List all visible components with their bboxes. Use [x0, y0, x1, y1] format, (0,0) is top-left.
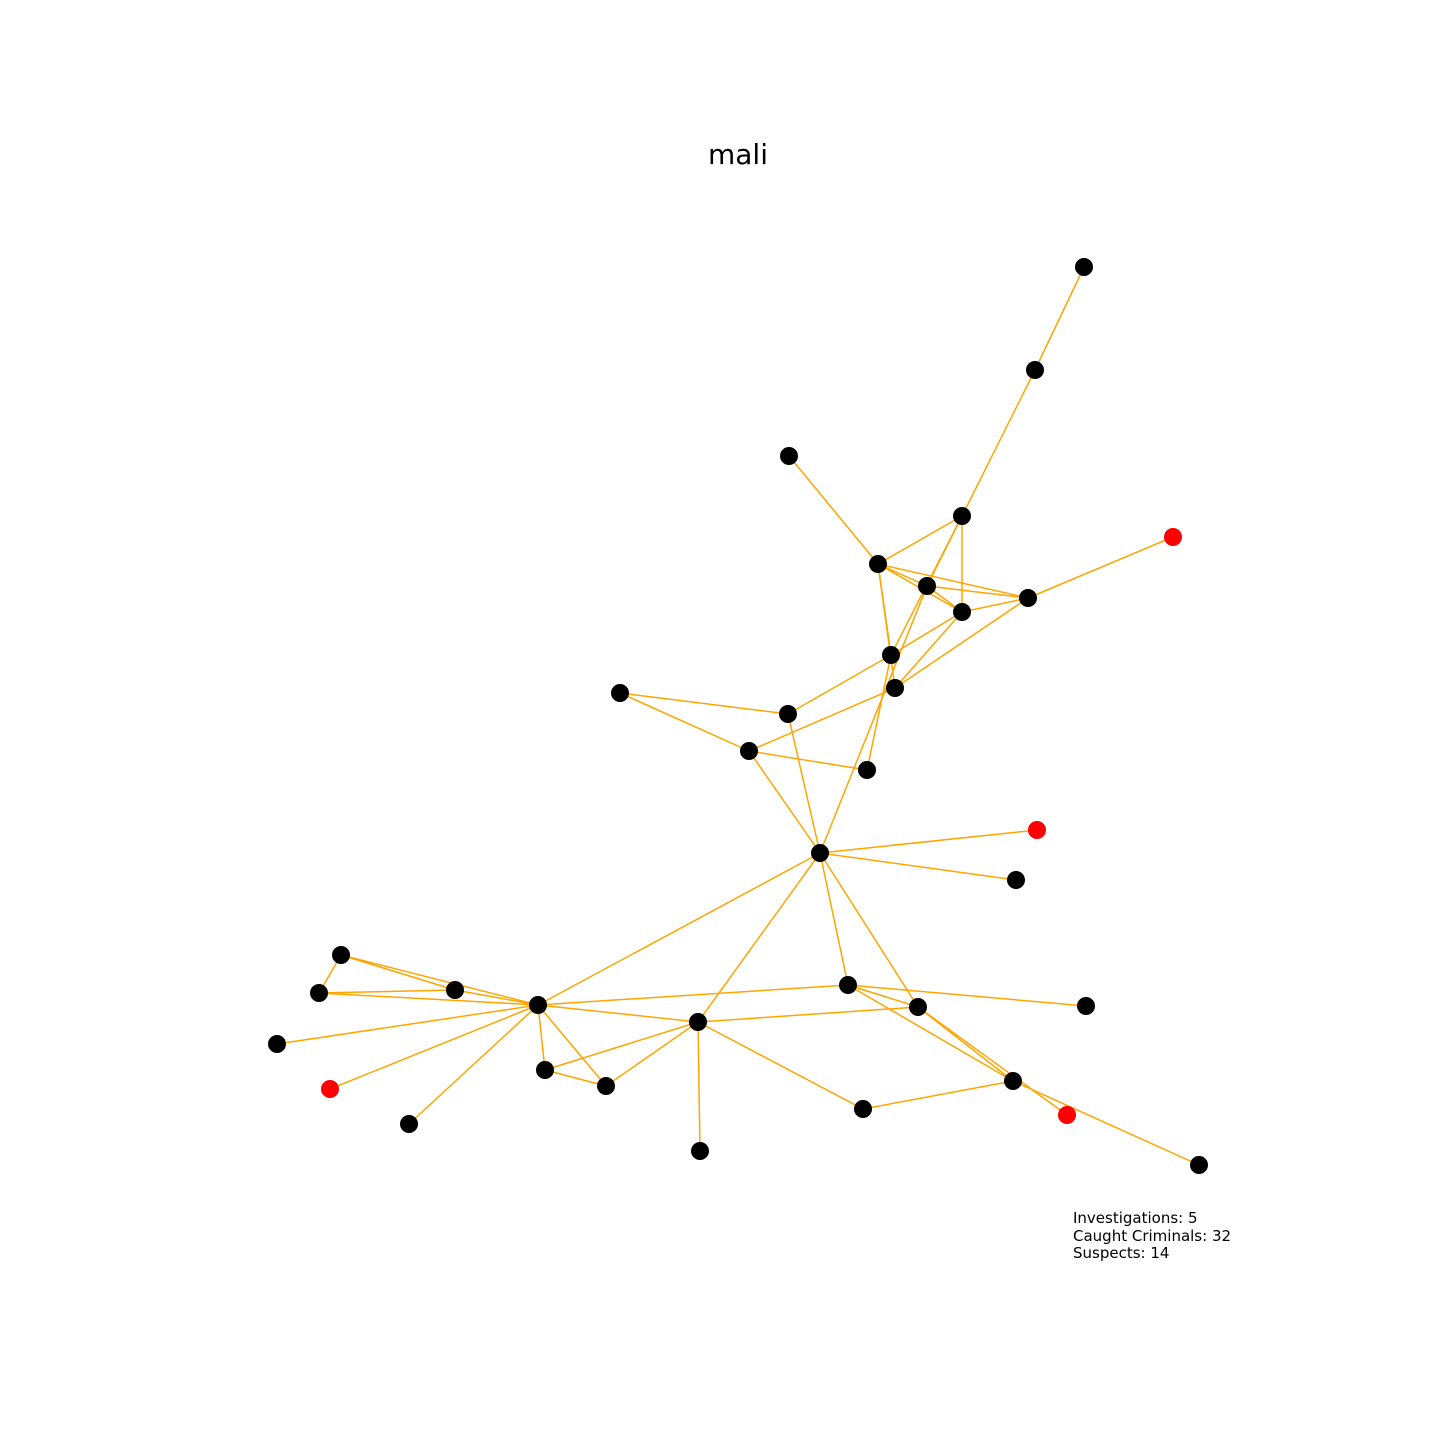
edge-23-31 — [329, 1004, 539, 1090]
edge-14-15 — [748, 750, 868, 771]
edge-20-25 — [847, 984, 1087, 1007]
node-30 — [597, 1077, 615, 1095]
node-12 — [611, 684, 629, 702]
edge-22-23 — [318, 992, 539, 1006]
node-31 — [321, 1080, 339, 1098]
node-24 — [909, 998, 927, 1016]
edge-12-14 — [619, 692, 750, 752]
node-3 — [780, 447, 798, 465]
edge-17-16 — [819, 829, 1038, 854]
edge-19-23 — [340, 954, 539, 1006]
edge-23-28 — [537, 1004, 546, 1071]
nodes-layer — [268, 258, 1208, 1174]
edge-7-8 — [926, 585, 1029, 599]
node-29 — [1004, 1072, 1022, 1090]
edge-22-21 — [318, 989, 456, 994]
node-6 — [869, 555, 887, 573]
edge-17-26 — [697, 852, 821, 1023]
edge-17-18 — [819, 852, 1017, 881]
node-15 — [858, 761, 876, 779]
node-26 — [689, 1013, 707, 1031]
edge-2-4 — [961, 369, 1036, 517]
node-23 — [529, 996, 547, 1014]
edge-26-35 — [697, 1021, 701, 1152]
node-11 — [886, 679, 904, 697]
node-21 — [446, 981, 464, 999]
edges-layer — [276, 266, 1200, 1166]
node-19 — [332, 946, 350, 964]
node-33 — [1058, 1106, 1076, 1124]
edge-10-15 — [866, 654, 892, 771]
edge-9-11 — [894, 611, 963, 689]
stat-caught-criminals: Caught Criminals: 32 — [1073, 1226, 1232, 1245]
edge-23-27 — [276, 1004, 539, 1045]
edge-19-21 — [340, 954, 456, 991]
stat-suspects: Suspects: 14 — [1073, 1244, 1170, 1262]
edge-8-11 — [894, 597, 1029, 689]
edge-26-32 — [697, 1021, 864, 1110]
node-5 — [1164, 528, 1182, 546]
node-10 — [882, 646, 900, 664]
node-16 — [1028, 821, 1046, 839]
edge-8-9 — [961, 597, 1029, 613]
edge-7-17 — [819, 585, 928, 854]
edge-23-26 — [537, 1004, 699, 1023]
edge-20-29 — [847, 984, 1014, 1082]
node-1 — [1075, 258, 1093, 276]
edge-26-28 — [544, 1021, 699, 1071]
node-32 — [854, 1100, 872, 1118]
node-22 — [310, 984, 328, 1002]
node-20 — [839, 976, 857, 994]
edge-10-13 — [787, 654, 892, 715]
node-9 — [953, 603, 971, 621]
edge-17-20 — [819, 852, 849, 986]
edge-17-24 — [819, 852, 919, 1008]
edge-23-34 — [408, 1004, 539, 1125]
edge-8-5 — [1027, 536, 1174, 599]
node-25 — [1077, 997, 1095, 1015]
edge-12-13 — [619, 692, 789, 715]
node-4 — [953, 507, 971, 525]
edge-24-33 — [917, 1006, 1068, 1116]
node-34 — [400, 1115, 418, 1133]
edge-20-24 — [847, 984, 919, 1008]
edge-11-14 — [748, 687, 896, 752]
node-27 — [268, 1035, 286, 1053]
chart-title: mali — [708, 138, 768, 171]
node-17 — [811, 844, 829, 862]
edge-13-17 — [787, 713, 821, 854]
edge-14-17 — [748, 750, 821, 854]
edge-29-32 — [862, 1080, 1014, 1110]
edge-26-30 — [605, 1021, 699, 1087]
edge-4-6 — [877, 515, 963, 565]
stat-investigations: Investigations: 5 — [1073, 1209, 1198, 1227]
node-13 — [779, 705, 797, 723]
node-18 — [1007, 871, 1025, 889]
edge-9-10 — [890, 611, 963, 656]
node-2 — [1026, 361, 1044, 379]
edge-3-6 — [788, 455, 879, 565]
node-8 — [1019, 589, 1037, 607]
node-7 — [918, 577, 936, 595]
edge-28-30 — [544, 1069, 607, 1087]
edge-1-2 — [1034, 266, 1085, 371]
edge-6-11 — [877, 563, 896, 689]
stats-box: Investigations: 5 Caught Criminals: 32 S… — [1073, 1209, 1232, 1263]
node-35 — [691, 1142, 709, 1160]
edge-17-23 — [537, 852, 821, 1006]
edge-6-8 — [877, 563, 1029, 599]
edge-23-30 — [537, 1004, 607, 1087]
edge-21-23 — [454, 989, 539, 1006]
edge-29-36 — [1012, 1080, 1200, 1166]
node-14 — [740, 742, 758, 760]
node-28 — [536, 1061, 554, 1079]
edge-23-20 — [537, 984, 849, 1006]
edge-26-24 — [697, 1006, 919, 1023]
node-36 — [1190, 1156, 1208, 1174]
